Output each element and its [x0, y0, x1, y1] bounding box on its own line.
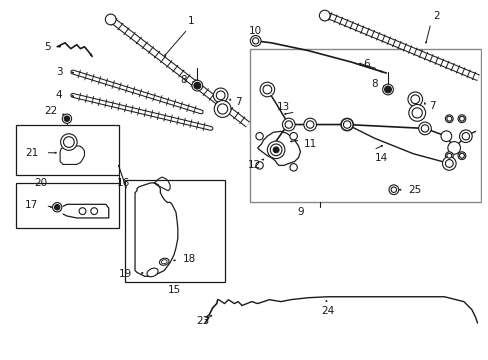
Circle shape — [64, 116, 69, 121]
Circle shape — [461, 132, 468, 140]
Text: 3: 3 — [56, 67, 62, 77]
Text: 2: 2 — [432, 10, 439, 21]
Text: 8: 8 — [180, 75, 186, 85]
Circle shape — [285, 121, 292, 128]
Text: 15: 15 — [167, 285, 180, 295]
Text: 14: 14 — [374, 153, 387, 163]
Circle shape — [255, 162, 263, 169]
Text: 25: 25 — [408, 185, 421, 195]
Bar — [125, 180, 224, 282]
Circle shape — [306, 121, 313, 128]
Polygon shape — [257, 131, 300, 165]
Circle shape — [459, 130, 471, 143]
Circle shape — [440, 131, 451, 141]
Circle shape — [213, 88, 227, 103]
Circle shape — [411, 108, 422, 118]
Circle shape — [446, 116, 451, 121]
Text: 12: 12 — [247, 161, 261, 170]
Text: 17: 17 — [25, 200, 39, 210]
Circle shape — [446, 153, 451, 158]
Circle shape — [289, 164, 297, 171]
Ellipse shape — [147, 268, 158, 277]
Circle shape — [382, 84, 392, 95]
Polygon shape — [135, 183, 178, 276]
Circle shape — [303, 118, 316, 131]
Circle shape — [54, 204, 60, 210]
Circle shape — [255, 132, 263, 140]
Text: 4: 4 — [56, 90, 62, 100]
Text: 18: 18 — [183, 254, 196, 264]
Circle shape — [343, 121, 350, 128]
Text: 20: 20 — [34, 178, 47, 188]
Circle shape — [447, 141, 460, 154]
Circle shape — [270, 144, 282, 156]
Circle shape — [217, 104, 227, 114]
Circle shape — [418, 122, 430, 135]
Text: 11: 11 — [303, 139, 316, 149]
Text: 10: 10 — [248, 26, 262, 36]
Bar — [249, 49, 480, 202]
Circle shape — [340, 118, 353, 131]
Circle shape — [457, 152, 465, 159]
Circle shape — [459, 116, 464, 121]
Text: 21: 21 — [25, 148, 39, 158]
Circle shape — [63, 137, 74, 147]
Circle shape — [284, 120, 293, 129]
Bar — [16, 125, 118, 175]
Ellipse shape — [161, 260, 167, 264]
Circle shape — [390, 187, 396, 193]
Circle shape — [459, 153, 464, 158]
Circle shape — [250, 36, 261, 46]
Circle shape — [267, 141, 285, 159]
Circle shape — [282, 118, 294, 131]
Circle shape — [341, 119, 352, 130]
Circle shape — [192, 80, 202, 91]
Circle shape — [445, 159, 452, 167]
Text: 7: 7 — [428, 101, 435, 111]
Text: 1: 1 — [188, 17, 194, 26]
Circle shape — [457, 115, 465, 123]
Circle shape — [410, 95, 419, 104]
Text: 9: 9 — [297, 207, 303, 217]
Bar — [16, 183, 118, 228]
Ellipse shape — [159, 258, 169, 265]
Circle shape — [62, 114, 71, 123]
Circle shape — [194, 82, 200, 89]
Text: 22: 22 — [44, 106, 57, 116]
Circle shape — [105, 14, 116, 25]
Text: 7: 7 — [234, 97, 241, 107]
Circle shape — [273, 147, 279, 153]
Circle shape — [421, 125, 428, 132]
Text: 6: 6 — [363, 59, 369, 69]
Text: 13: 13 — [277, 102, 290, 112]
Circle shape — [61, 134, 77, 150]
Circle shape — [252, 38, 258, 44]
Circle shape — [445, 115, 452, 123]
Polygon shape — [60, 146, 84, 165]
Text: 16: 16 — [117, 178, 130, 188]
Circle shape — [263, 85, 271, 94]
Text: 23: 23 — [196, 316, 209, 326]
Circle shape — [216, 91, 224, 100]
Circle shape — [384, 86, 390, 93]
Circle shape — [52, 203, 62, 212]
Circle shape — [407, 92, 422, 107]
Circle shape — [442, 157, 455, 170]
Circle shape — [445, 152, 452, 159]
Text: 19: 19 — [119, 269, 132, 279]
Circle shape — [388, 185, 398, 195]
Circle shape — [214, 100, 230, 117]
Text: 5: 5 — [44, 42, 51, 52]
Circle shape — [289, 132, 297, 140]
Circle shape — [260, 82, 274, 97]
Circle shape — [79, 208, 86, 215]
Circle shape — [91, 208, 98, 215]
Circle shape — [408, 104, 425, 121]
Circle shape — [319, 10, 329, 21]
Text: 24: 24 — [321, 306, 334, 316]
Text: 8: 8 — [370, 79, 377, 89]
